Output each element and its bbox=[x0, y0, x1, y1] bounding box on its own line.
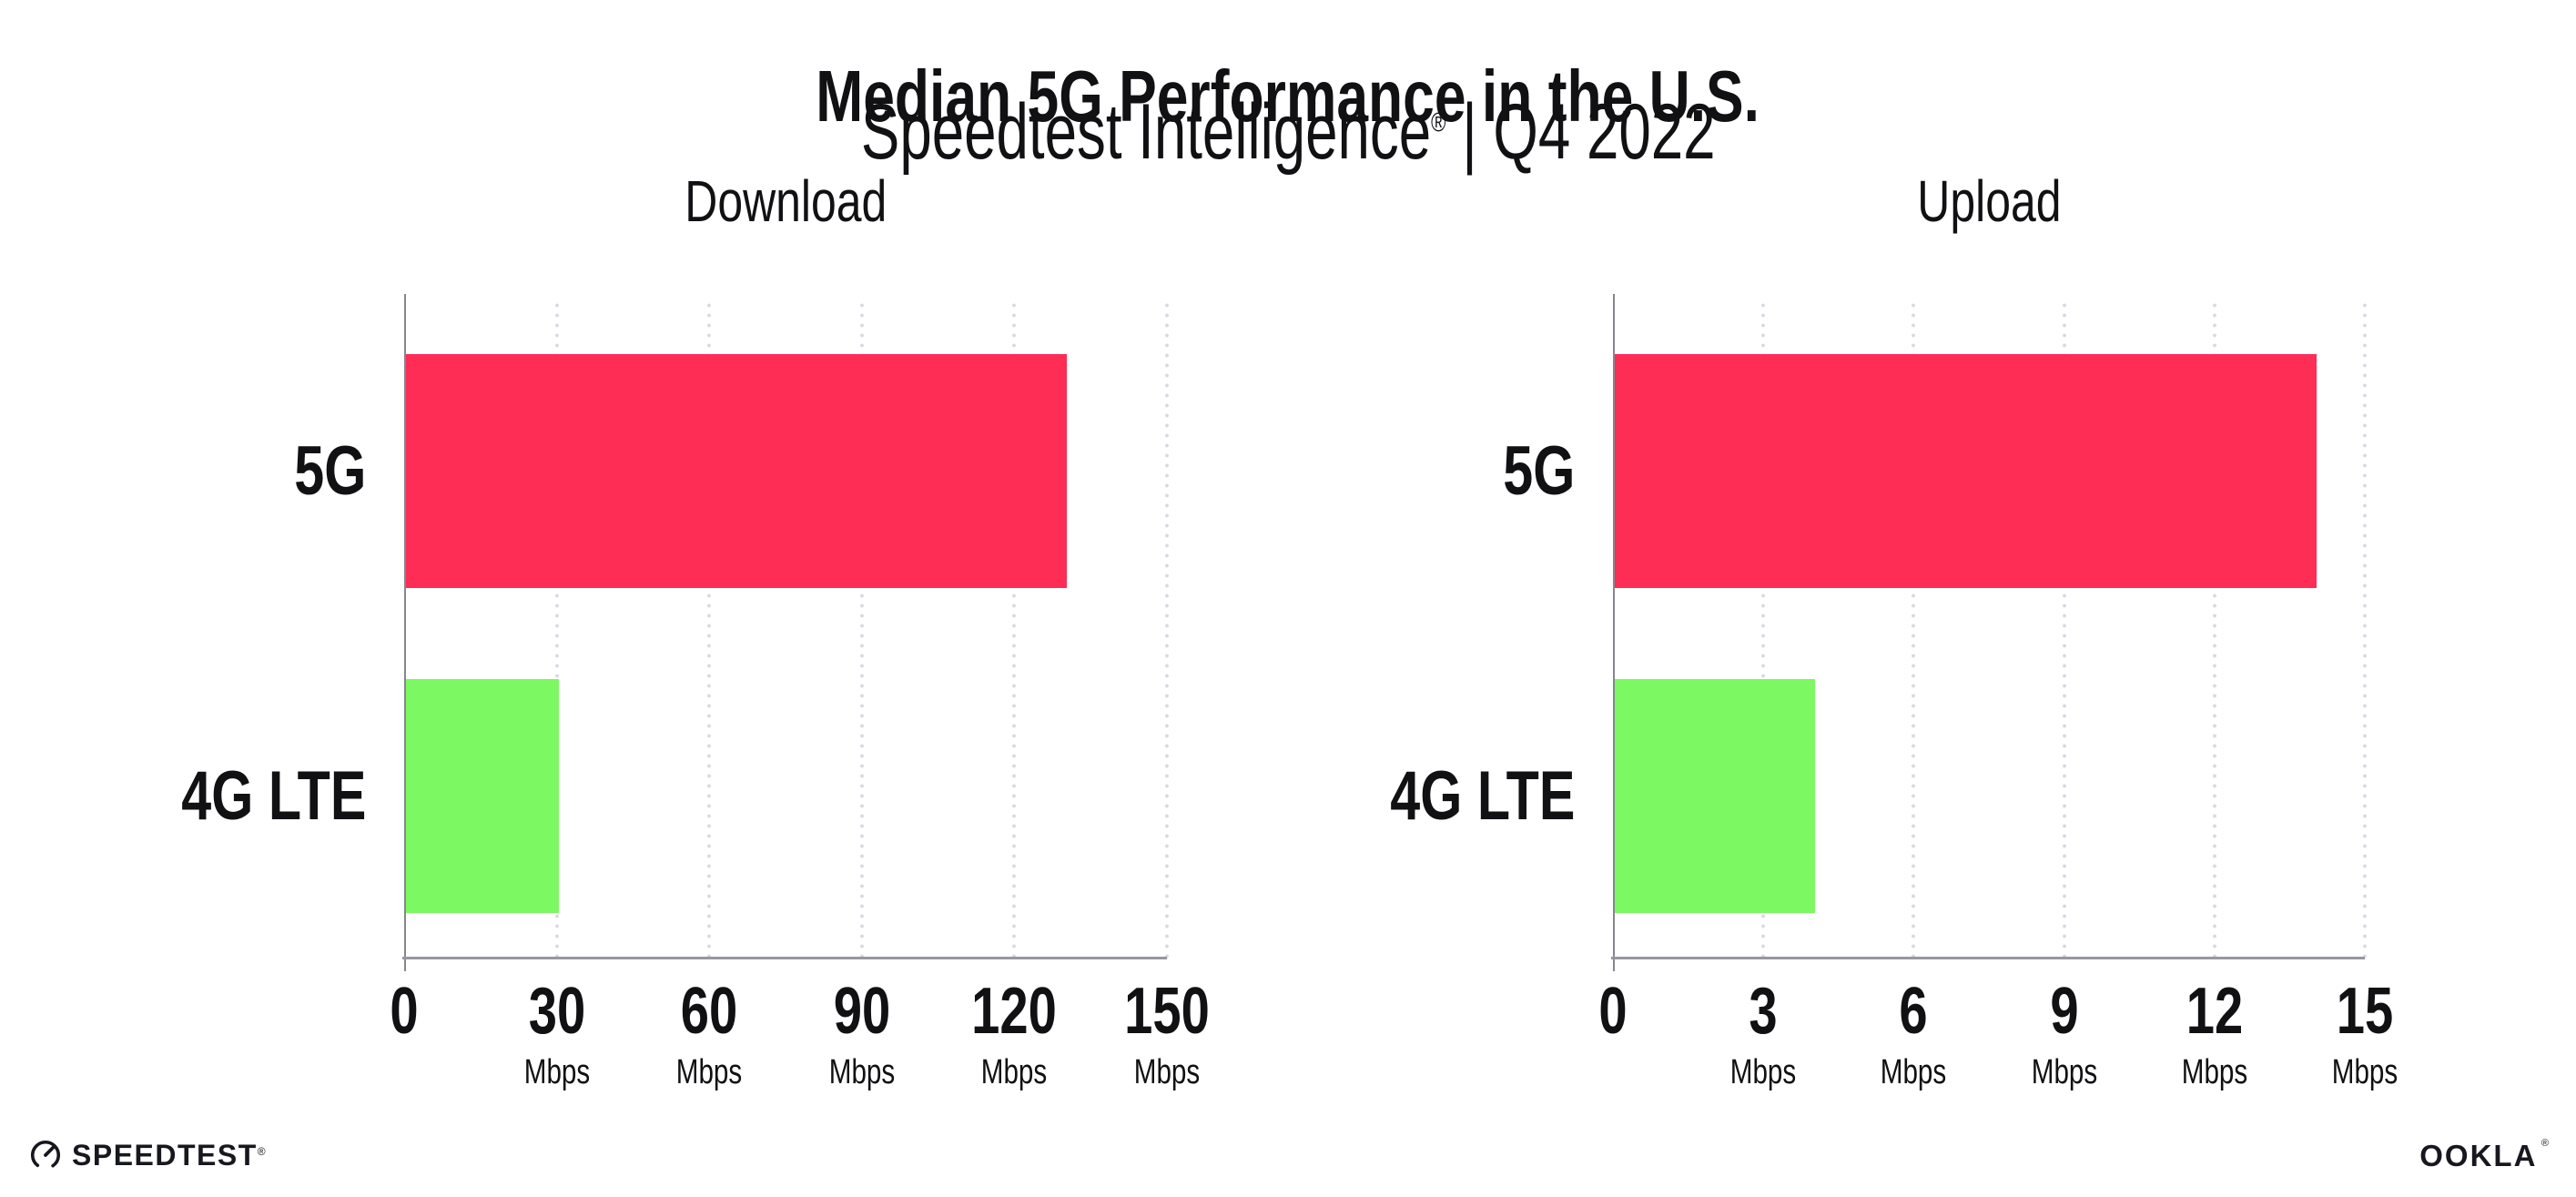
gridline bbox=[1012, 300, 1017, 959]
download-chart-plot: Download 5G 4G LTE 0 30 Mbps 60 Mbps 90 bbox=[181, 172, 1210, 1090]
upload-chart-title: Upload bbox=[1916, 167, 2062, 234]
x-axis-line bbox=[1611, 957, 2365, 959]
download-chart-title: Download bbox=[684, 167, 887, 234]
gridline bbox=[859, 300, 864, 959]
registered-trademark-icon: ® bbox=[1430, 107, 1446, 138]
ookla-wordmark: OOKLA bbox=[2419, 1139, 2538, 1172]
category-label-4g-lte: 4G LTE bbox=[180, 756, 366, 835]
registered-trademark-icon: ® bbox=[257, 1145, 266, 1158]
gridline bbox=[2062, 300, 2066, 959]
category-label-4g-lte: 4G LTE bbox=[1389, 756, 1575, 835]
gridline bbox=[554, 300, 559, 959]
speedtest-logo: SPEEDTEST ® bbox=[28, 1138, 266, 1172]
gridline bbox=[2363, 300, 2367, 959]
y-axis-line bbox=[1613, 294, 1615, 971]
bar-4g-lte-download bbox=[406, 679, 559, 913]
bar-5g-upload bbox=[1615, 354, 2317, 588]
gridline bbox=[1165, 300, 1169, 959]
x-tick-6: 6 Mbps bbox=[1881, 975, 1947, 1091]
bar-5g-download bbox=[406, 354, 1068, 588]
x-tick-120: 120 Mbps bbox=[971, 975, 1058, 1091]
gridline bbox=[1761, 300, 1766, 959]
upload-chart-plot: Upload 5G 4G LTE 0 3 Mbps 6 Mbps 9 M bbox=[1390, 172, 2398, 1090]
speedtest-wordmark: SPEEDTEST bbox=[72, 1139, 258, 1172]
gridline bbox=[2212, 300, 2216, 959]
page-title: Median 5G Performance in the U.S. bbox=[0, 56, 2576, 137]
gridline bbox=[707, 300, 712, 959]
x-tick-30: 30 Mbps bbox=[523, 975, 590, 1091]
y-axis-line bbox=[404, 294, 406, 971]
category-label-5g: 5G bbox=[1502, 431, 1575, 510]
x-tick-60: 60 Mbps bbox=[675, 975, 743, 1091]
x-tick-15: 15 Mbps bbox=[2331, 975, 2399, 1091]
subtitle-brand: Speedtest Intelligence bbox=[860, 88, 1431, 176]
subtitle-period: Q4 2022 bbox=[1493, 88, 1716, 176]
x-tick-12: 12 Mbps bbox=[2181, 975, 2248, 1091]
x-tick-9: 9 Mbps bbox=[2031, 975, 2097, 1091]
category-label-5g: 5G bbox=[293, 431, 366, 510]
x-axis-line bbox=[402, 957, 1167, 959]
page-title-text: Median 5G Performance in the U.S. bbox=[816, 55, 1760, 137]
x-tick-90: 90 Mbps bbox=[828, 975, 896, 1091]
ookla-logo: OOKLA ® bbox=[2419, 1138, 2549, 1172]
x-tick-0: 0 bbox=[1598, 975, 1628, 1048]
x-tick-150: 150 Mbps bbox=[1124, 975, 1210, 1091]
gridline bbox=[1912, 300, 1916, 959]
registered-trademark-icon: ® bbox=[2541, 1138, 2549, 1149]
subtitle-separator: | bbox=[1445, 88, 1494, 176]
x-tick-3: 3 Mbps bbox=[1729, 975, 1797, 1091]
subtitle-text: Speedtest Intelligence® | Q4 2022 bbox=[861, 87, 1716, 178]
x-tick-0: 0 bbox=[390, 975, 419, 1048]
bar-4g-lte-upload bbox=[1615, 679, 1816, 913]
speedtest-gauge-icon bbox=[28, 1138, 63, 1172]
subtitle: Speedtest Intelligence® | Q4 2022 bbox=[0, 87, 2576, 178]
